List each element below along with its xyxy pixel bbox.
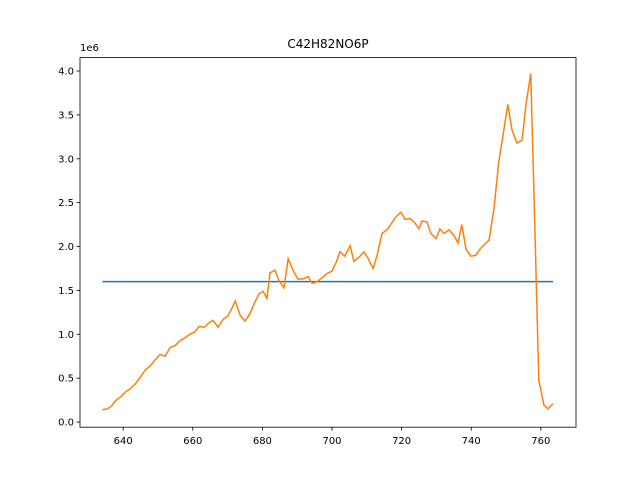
x-tick-label: 680 [253, 436, 272, 447]
y-tick-label: 1.0 [58, 330, 74, 341]
x-tick-label: 760 [531, 436, 550, 447]
y-tick-label: 2.5 [58, 198, 74, 209]
x-tick-label: 720 [392, 436, 411, 447]
chart-title: C42H82NO6P [287, 37, 368, 51]
x-tick-label: 640 [114, 436, 133, 447]
y-tick-label: 3.5 [58, 110, 74, 121]
y-tick-label: 1.5 [58, 286, 74, 297]
y-tick-label: 4.0 [58, 67, 74, 78]
y-tick-label: 3.0 [58, 154, 74, 165]
x-tick-label: 740 [462, 436, 481, 447]
y-tick-label: 0.0 [58, 418, 74, 429]
y-tick-label: 0.5 [58, 374, 74, 385]
y-offset-label: 1e6 [80, 43, 99, 54]
x-tick-label: 700 [322, 436, 341, 447]
y-tick-label: 2.0 [58, 242, 74, 253]
x-tick-label: 660 [183, 436, 202, 447]
data-line [102, 73, 554, 411]
plot-frame [79, 57, 577, 428]
